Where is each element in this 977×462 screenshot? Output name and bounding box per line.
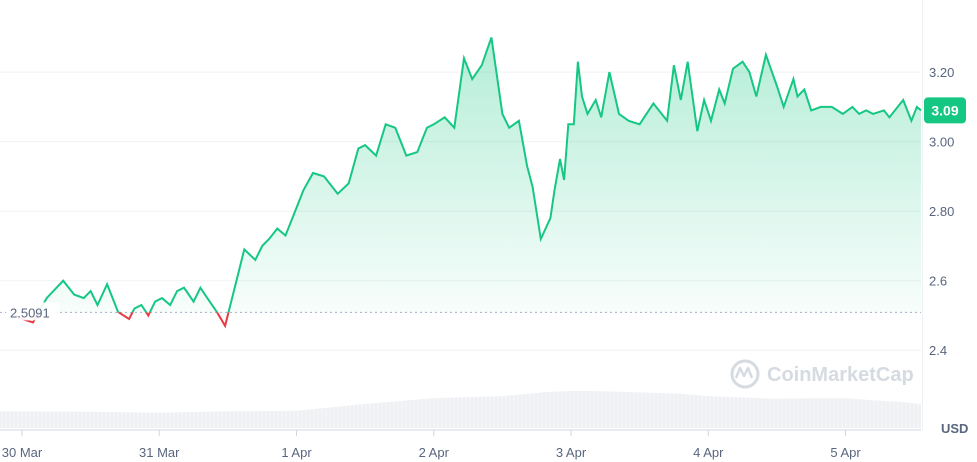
x-tick-label: 1 Apr — [281, 445, 312, 460]
current-price-badge: 3.09 — [924, 97, 966, 124]
y-axis: 2.4 2.6 2.80 3.00 3.20 — [929, 65, 954, 358]
x-axis: 30 Mar 31 Mar 1 Apr 2 Apr 3 Apr 4 Apr 5 Apr — [0, 429, 921, 460]
baseline-label: 2.5091 — [6, 302, 60, 321]
y-tick-label: 2.6 — [929, 274, 947, 289]
coinmarketcap-logo-icon — [730, 359, 760, 389]
current-price-badge-bg — [924, 97, 966, 124]
x-tick-label: 3 Apr — [556, 445, 587, 460]
x-tick-label: 31 Mar — [139, 445, 180, 460]
x-tick-label: 30 Mar — [2, 445, 43, 460]
y-tick-label: 2.4 — [929, 343, 947, 358]
baseline-value: 2.5091 — [10, 305, 50, 320]
coinmarketcap-watermark: CoinMarketCap — [730, 359, 914, 389]
x-tick-label: 5 Apr — [830, 445, 861, 460]
chart-right-border — [922, 0, 923, 430]
x-tick-label: 4 Apr — [693, 445, 724, 460]
price-area — [15, 37, 922, 326]
watermark-text: CoinMarketCap — [767, 364, 914, 386]
y-tick-label: 3.00 — [929, 135, 954, 150]
price-line-above-baseline — [37, 37, 922, 313]
y-tick-label: 2.80 — [929, 204, 954, 219]
volume-bars — [0, 375, 921, 428]
currency-label: USD — [941, 421, 968, 436]
current-price-value: 3.09 — [931, 102, 958, 118]
x-tick-label: 2 Apr — [419, 445, 450, 460]
y-tick-label: 3.20 — [929, 65, 954, 80]
baseline-label-bg — [6, 302, 60, 321]
coinmarketcap-logo-mark — [734, 366, 754, 379]
